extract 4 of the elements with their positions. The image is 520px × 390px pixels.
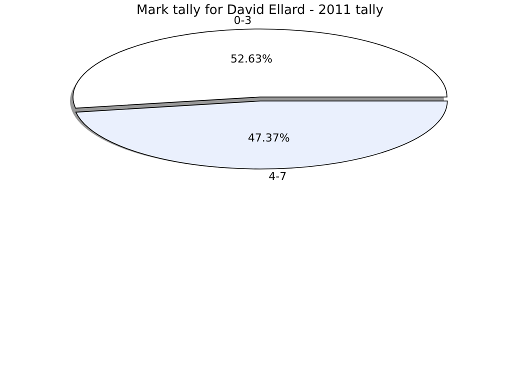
data-label: 47.37% bbox=[248, 131, 290, 144]
slice-label: 4-7 bbox=[268, 170, 287, 183]
data-label: 52.63% bbox=[230, 52, 272, 66]
slice-label: 0-3 bbox=[234, 14, 252, 28]
